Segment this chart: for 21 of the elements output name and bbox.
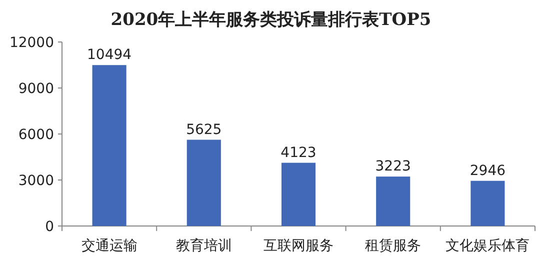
data-label: 4123 [280,144,316,161]
data-label: 3223 [375,158,411,175]
bar [376,176,410,226]
bar [470,180,505,226]
bar [92,65,126,226]
data-label: 5625 [186,122,222,138]
bar [186,140,221,226]
y-tick-label: 0 [45,219,54,235]
x-tick-label: 交通运输 [81,238,138,254]
y-tick-label: 6000 [18,127,54,143]
chart-title: 2020年上半年服务类投诉量排行表TOP5 [110,10,432,30]
y-tick-label: 12000 [9,35,54,51]
y-tick-label: 3000 [18,173,54,189]
x-tick-label: 互联网服务 [264,238,334,254]
x-tick-label: 文化娱乐体育 [446,237,530,254]
bar [281,162,316,226]
data-label: 10494 [87,47,132,64]
x-tick-label: 租赁服务 [365,238,422,254]
y-tick-label: 9000 [18,81,54,97]
data-label: 2946 [470,162,506,179]
x-tick-label: 教育培训 [176,237,232,254]
